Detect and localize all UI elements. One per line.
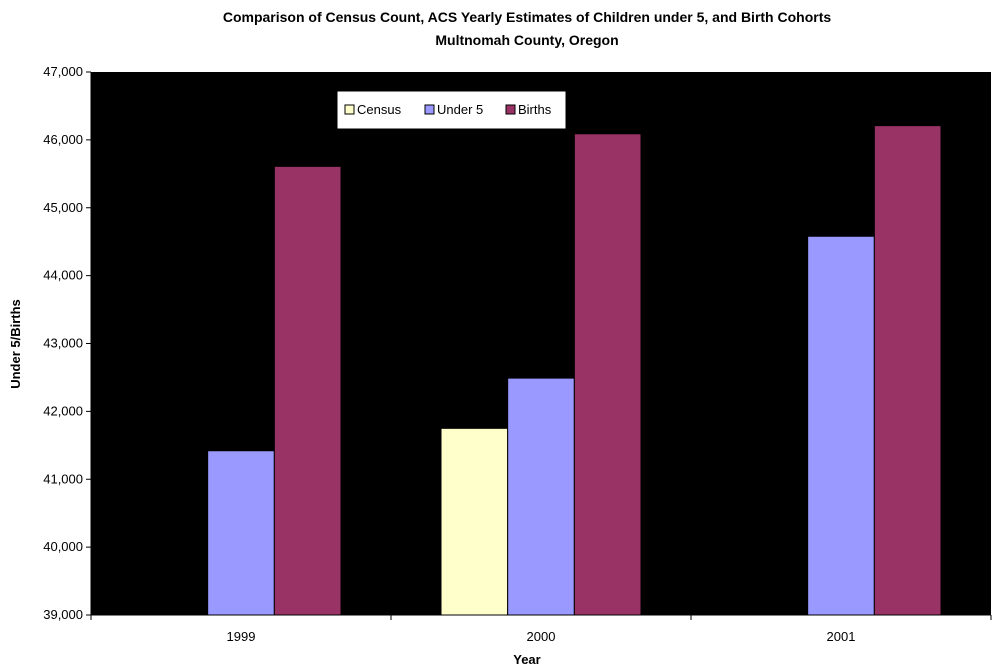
legend: Census Under 5 Births [336,90,567,130]
bar-under-5-2000 [507,377,575,616]
bar-under-5-2001 [807,235,875,616]
bar-births-1999 [273,165,342,616]
bar-births-2000 [573,133,642,616]
bar-births-2001 [873,125,942,616]
legend-swatch [505,104,516,115]
legend-label: Census [357,102,402,117]
bars-group [207,125,942,616]
y-axis-title: Under 5/Births [8,299,23,389]
x-tick-label: 1999 [227,629,256,644]
legend-label: Under 5 [437,102,483,117]
legend-label: Births [518,102,552,117]
bar-under-5-1999 [207,450,275,616]
y-tick-label: 44,000 [43,268,83,283]
chart-subtitle: Multnomah County, Oregon [435,32,618,48]
y-tick-label: 47,000 [43,64,83,79]
y-tick-label: 41,000 [43,471,83,486]
y-tick-label: 46,000 [43,132,83,147]
y-tick-label: 39,000 [43,607,83,622]
legend-swatch [344,104,355,115]
y-tick-label: 45,000 [43,200,83,215]
y-tick-label: 43,000 [43,336,83,351]
x-axis-title: Year [513,652,540,667]
y-tick-label: 40,000 [43,539,83,554]
chart-title: Comparison of Census Count, ACS Yearly E… [223,9,832,25]
x-tick-label: 2001 [827,629,856,644]
legend-swatch [424,104,435,115]
axes-group: 39,000 40,000 41,000 42,000 43,000 44,000 45,0… [43,64,992,644]
legend-box [336,90,567,130]
x-tick-label: 2000 [527,629,556,644]
y-tick-label: 42,000 [43,403,83,418]
bar-census-2000 [440,427,509,616]
